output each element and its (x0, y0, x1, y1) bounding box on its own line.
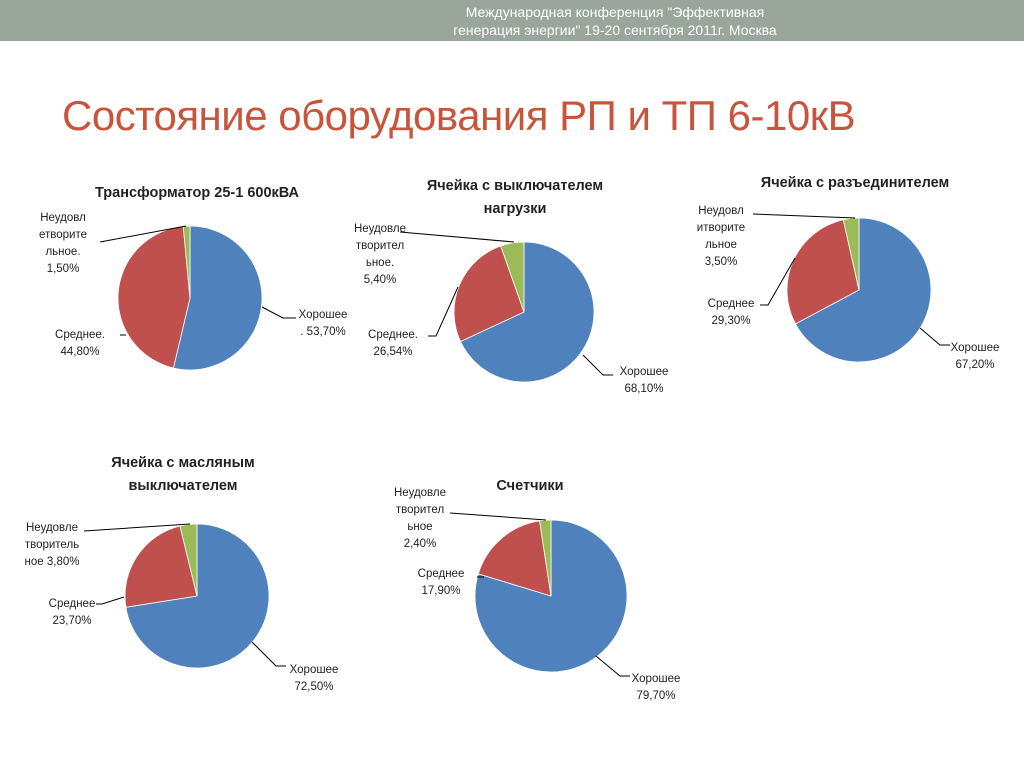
leader-line (752, 213, 856, 219)
data-label-unsatisfactory: Неудовл итворите льное 3,50% (697, 205, 745, 268)
pie-slice-average (117, 225, 191, 369)
leader-line (428, 286, 459, 337)
data-label-good: Хорошее 79,70% (632, 673, 681, 702)
leader-line (83, 523, 191, 532)
data-label-unsatisfactory: Неудовле творитель ное 3,80% (25, 522, 80, 568)
pie-slice-good (794, 217, 932, 363)
pie-slice-good (172, 225, 263, 371)
data-label-unsatisfactory: Неудовле творител ьное. 5,40% (354, 223, 406, 286)
leader-line (251, 641, 286, 667)
pie-chart-2: Ячейка с выключателем нагрузки Хорошее 68,1… (354, 178, 668, 395)
data-label-unsatisfactory: Неудовл етворите льное. 1,50% (39, 212, 87, 275)
pie-slice-unsatisfactory (500, 241, 525, 313)
leader-line (96, 596, 125, 605)
leader-line (595, 655, 630, 677)
pie-slice-average (453, 245, 525, 343)
data-label-average: Среднее. 26,54% (368, 329, 418, 358)
leader-line (99, 225, 187, 243)
leader-line (760, 257, 796, 306)
data-label-average: Среднее 23,70% (49, 598, 96, 627)
pie-chart-4: Ячейка с масляным выключателем Хорошее 72,5… (25, 455, 339, 693)
conference-banner: Международная конференция "Эффективная г… (0, 0, 1024, 41)
data-label-good: Хорошее 68,10% (620, 366, 669, 395)
chart-title: Трансформатор 25-1 600кВА (95, 185, 300, 201)
leader-line (399, 231, 515, 243)
leader-line (449, 512, 547, 521)
pie-slice-good (474, 519, 628, 673)
slide-title: Состояние оборудования РП и ТП 6-10кВ (62, 92, 856, 139)
data-label-unsatisfactory: Неудовле творител ьное 2,40% (394, 487, 446, 550)
data-label-good: Хорошее. 53,70% (299, 309, 348, 338)
pie-chart-3: Ячейка с разъединителем Хорошее 67,20% Сред… (697, 175, 1000, 371)
data-label-good: Хорошее 67,20% (951, 342, 1000, 371)
leader-line (919, 327, 950, 346)
pie-slice-good (125, 523, 270, 669)
chart-title: Ячейка с разъединителем (761, 175, 949, 191)
chart-title: Счетчики (496, 478, 563, 494)
pie-chart-1: Трансформатор 25-1 600кВА Хорошее. 53,70%… (39, 185, 348, 371)
pie-slice-good (459, 241, 595, 383)
chart-title: Ячейка с масляным выключателем (111, 455, 254, 494)
data-label-average: Среднее. 44,80% (55, 329, 105, 358)
pie-chart-5: Счетчики Хорошее 79,70% Среднее 17,90% Неудов… (394, 478, 680, 702)
conference-caption: Международная конференция "Эффективная г… (453, 4, 777, 38)
data-label-average: Среднее 29,30% (708, 298, 755, 327)
chart-title: Ячейка с выключателем нагрузки (427, 178, 603, 217)
pie-slice-average (124, 525, 198, 608)
leader-line (261, 306, 296, 319)
pie-slice-average (477, 520, 552, 597)
data-label-average: Среднее 17,90% (418, 568, 465, 597)
data-label-good: Хорошее 72,50% (290, 664, 339, 693)
leader-line (582, 354, 613, 376)
pie-slice-unsatisfactory (842, 217, 860, 291)
